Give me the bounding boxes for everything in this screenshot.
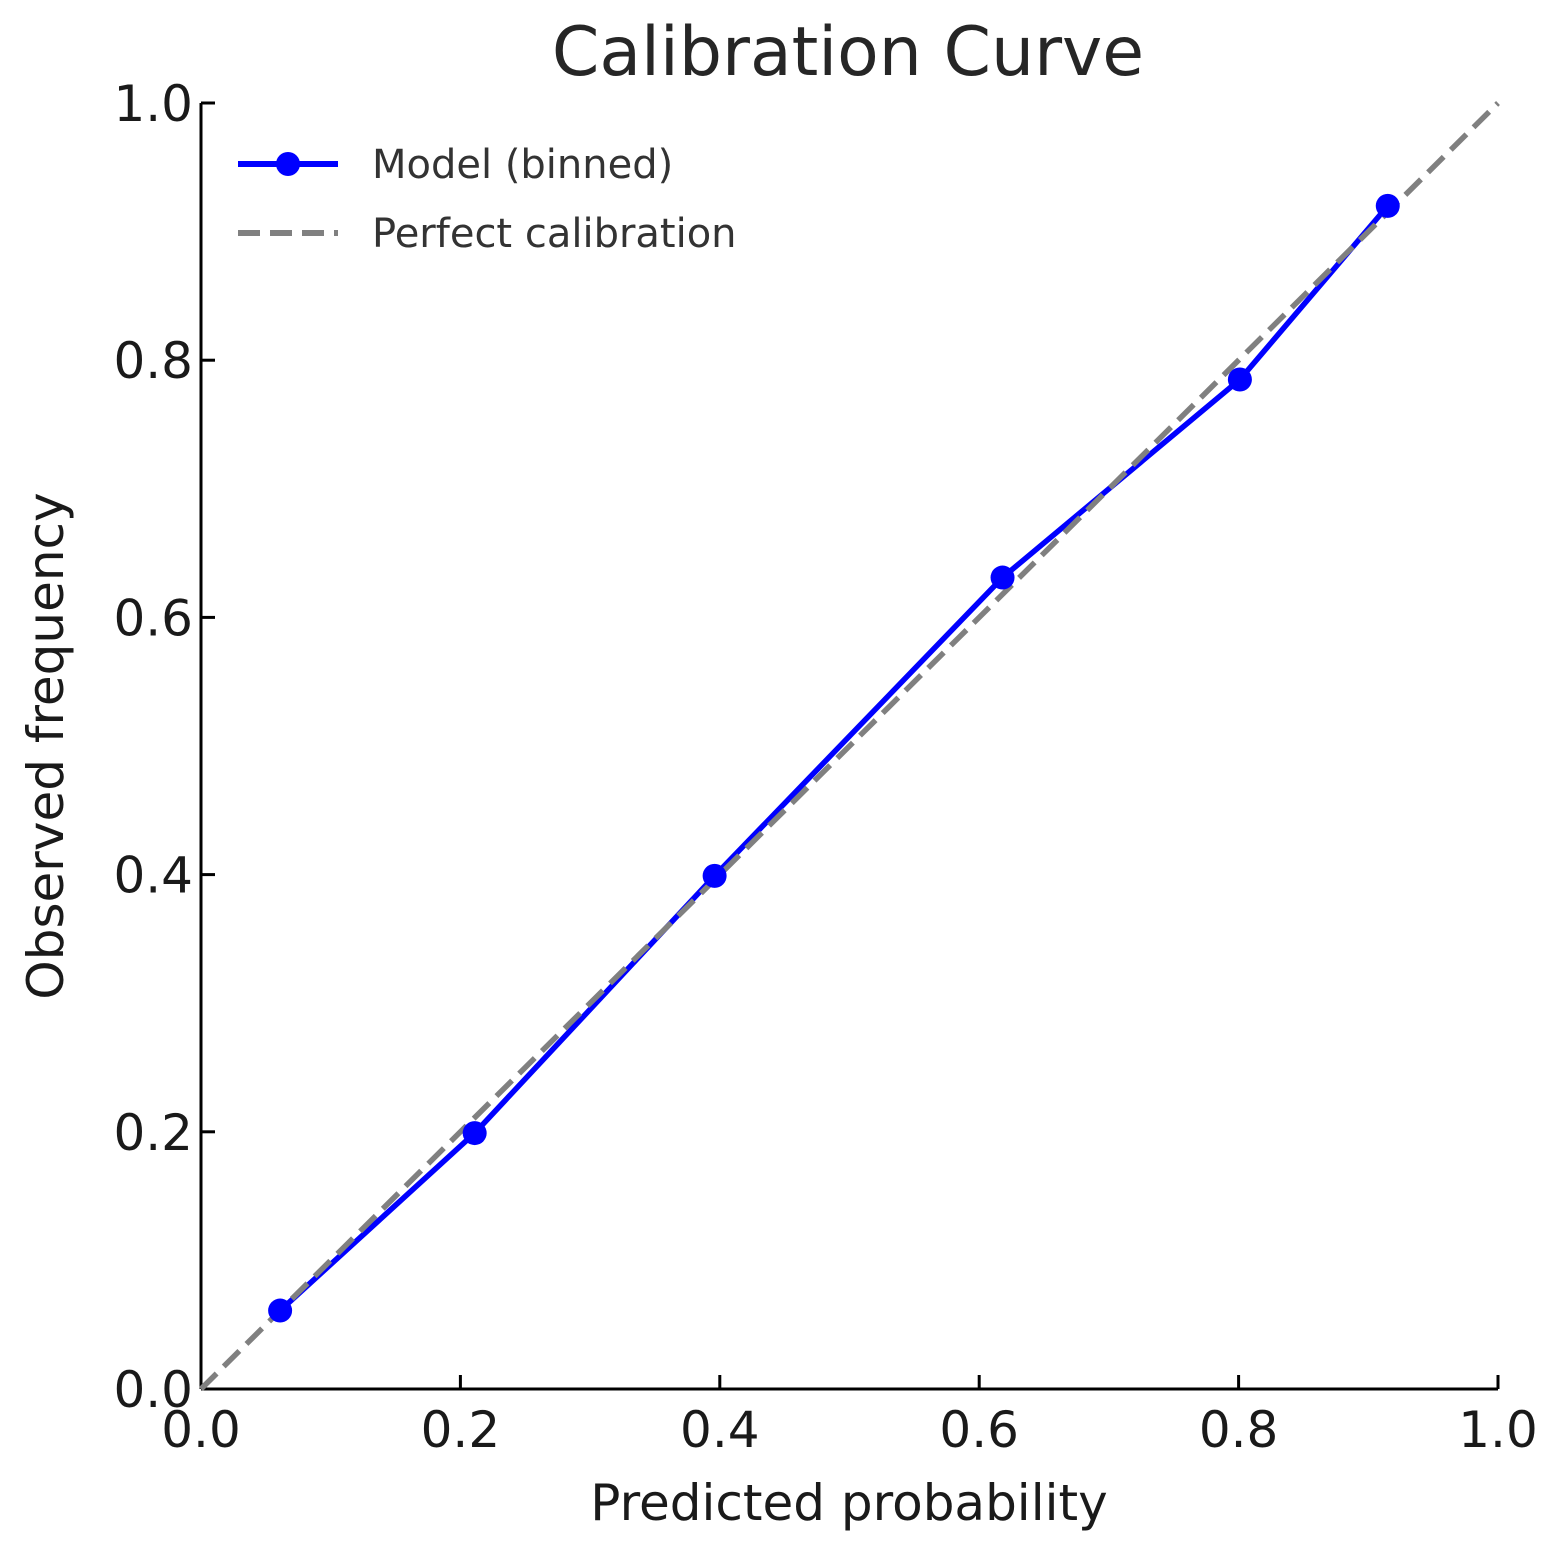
model-point [462,1121,487,1146]
plot-area [199,101,1500,1391]
chart-title: Calibration Curve [552,13,1144,92]
x-tick-label: 1.0 [1458,1401,1538,1459]
legend-model-marker [276,152,300,176]
y-axis-label: Observed frequency [17,492,75,999]
model-point [990,565,1015,590]
legend-model-label: Model (binned) [372,142,673,188]
x-tick-label: 0.0 [161,1401,241,1459]
y-tick-label: 0.2 [113,1104,193,1162]
y-tick-label: 0.6 [113,589,193,647]
model-point [268,1298,293,1323]
perfect-calibration-line [199,101,1500,1391]
x-axis-label: Predicted probability [590,1474,1107,1532]
legend-perfect-label: Perfect calibration [372,211,737,257]
axes [199,103,1498,1391]
x-tick-label: 0.2 [421,1401,501,1459]
x-tick-label: 0.6 [939,1401,1019,1459]
x-ticks: 0.0 0.2 0.4 0.6 0.8 1.0 [161,1375,1538,1459]
x-tick-label: 0.4 [680,1401,760,1459]
model-point [702,863,727,888]
legend: Model (binned) Perfect calibration [238,142,737,257]
model-point [1375,193,1400,218]
y-ticks: 0.0 0.2 0.4 0.6 0.8 1.0 [113,75,215,1419]
y-tick-label: 0.8 [113,332,193,390]
y-tick-label: 1.0 [113,75,193,133]
x-tick-label: 0.8 [1199,1401,1279,1459]
model-binned-line [278,204,1390,1313]
model-point [1227,367,1252,392]
y-tick-label: 0.4 [113,847,193,905]
y-tick-label: 0.0 [113,1361,193,1419]
